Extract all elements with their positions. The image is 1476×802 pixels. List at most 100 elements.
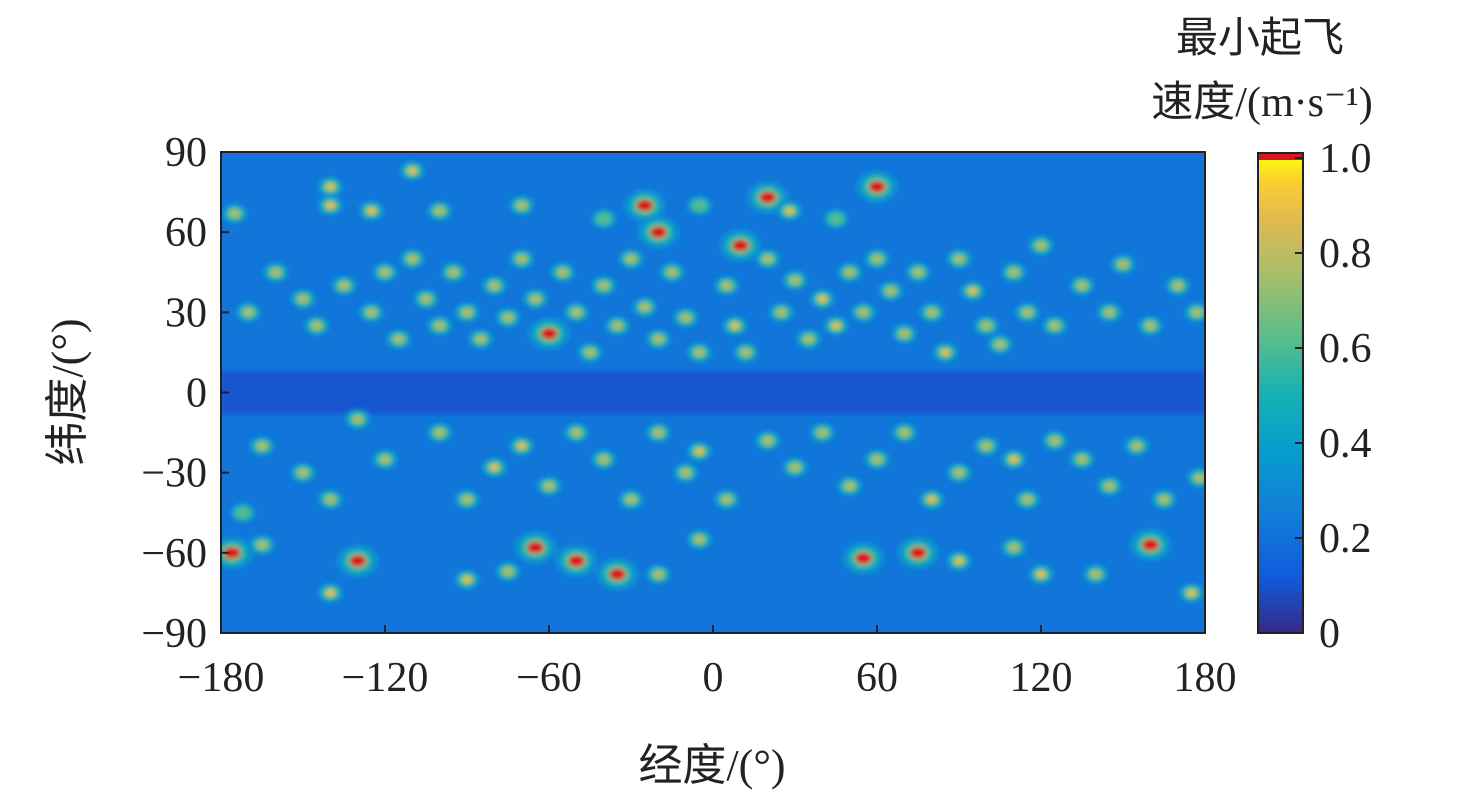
hotspot (917, 488, 946, 511)
hotspot (521, 288, 550, 310)
hotspot (622, 188, 667, 223)
hotspot (841, 540, 886, 576)
hotspot (513, 530, 558, 565)
hotspot (718, 228, 763, 263)
y-axis: 90 60 30 0 −30 −60 −90 (141, 130, 229, 657)
hotspot (398, 159, 427, 182)
hotspot (617, 248, 645, 270)
heatmap-field (221, 152, 1205, 633)
hotspot (945, 550, 973, 572)
y-tick-label: 60 (165, 210, 207, 256)
hotspot (480, 456, 509, 479)
colorbar-tick-label: 0.2 (1319, 516, 1372, 562)
hotspot (712, 274, 741, 297)
colorbar-tick-label: 0.4 (1319, 421, 1372, 467)
hotspot (371, 261, 399, 284)
hotspot (1013, 301, 1042, 324)
hotspot (343, 408, 372, 431)
hotspot (453, 301, 481, 324)
hotspot (357, 199, 386, 222)
hotspot (439, 261, 468, 284)
hotspot (1068, 274, 1096, 297)
hotspot (494, 306, 522, 329)
colorbar-gradient (1258, 158, 1303, 633)
hotspot (945, 248, 973, 270)
hotspot (589, 448, 618, 471)
hotspot (876, 280, 905, 302)
hotspot (999, 448, 1028, 471)
hotspot (480, 274, 509, 297)
hotspot (972, 435, 1001, 457)
colorbar-ticks: 0 0.2 0.4 0.6 0.8 1.0 (1295, 136, 1372, 657)
hotspot (548, 261, 577, 284)
hotspot (453, 488, 481, 511)
hotspot (958, 280, 987, 302)
hotspot (986, 333, 1014, 356)
y-tick-label: −60 (141, 531, 207, 577)
hotspot (917, 301, 946, 324)
hotspot (562, 421, 591, 444)
hotspot (1027, 563, 1055, 586)
hotspot (712, 488, 741, 511)
hotspot (1122, 435, 1151, 457)
hotspot (999, 536, 1028, 559)
hotspot (644, 563, 673, 586)
colorbar-tick-label: 0.8 (1319, 231, 1372, 277)
hotspot (603, 314, 632, 337)
hotspot (316, 194, 345, 217)
hotspot (863, 248, 891, 270)
hotspot (781, 456, 809, 479)
x-tick-label: −120 (342, 655, 429, 701)
x-tick-label: −60 (516, 655, 582, 701)
hotspot (1109, 253, 1137, 276)
hotspot (507, 194, 536, 217)
hotspot (554, 543, 599, 579)
hotspot (685, 194, 714, 217)
colorbar-title-line1: 最小起飞 (1176, 16, 1344, 62)
hotspot (535, 475, 563, 497)
hotspot (685, 341, 714, 364)
hotspot (895, 535, 941, 571)
hotspot (1185, 467, 1205, 489)
hotspot (732, 341, 760, 364)
hotspot (849, 301, 878, 324)
hotspot (589, 274, 618, 297)
hotspot (261, 261, 290, 284)
hotspot (904, 261, 932, 284)
hotspot (808, 421, 837, 444)
hotspot (636, 214, 681, 250)
x-axis: −180 −120 −60 0 60 120 180 (178, 625, 1237, 701)
hotspot (507, 435, 536, 457)
hotspot (1128, 527, 1173, 563)
colorbar: 0 0.2 0.4 0.6 0.8 1.0 最小起飞 速度/(m·s⁻¹) (1151, 16, 1372, 657)
hotspot (794, 328, 823, 350)
hotspot (330, 274, 358, 297)
hotspot (425, 421, 454, 444)
hotspot (425, 314, 454, 337)
hotspot (1177, 582, 1205, 604)
hotspot (644, 421, 673, 444)
hotspot (507, 248, 536, 270)
colorbar-tick-label: 0.6 (1319, 326, 1372, 372)
hotspot (248, 435, 276, 457)
hotspot (767, 301, 796, 324)
hotspot (357, 301, 386, 324)
hotspot (972, 314, 1001, 337)
hotspot (854, 169, 900, 205)
hotspot (248, 534, 276, 556)
hotspot (595, 556, 640, 592)
hotspot (453, 568, 481, 591)
plot-area (220, 151, 1206, 634)
colorbar-overflow (1258, 153, 1303, 160)
x-tick-label: 180 (1174, 655, 1237, 701)
hotspot (1013, 488, 1042, 511)
x-tick-label: −180 (178, 655, 265, 701)
hotspot (1068, 448, 1096, 471)
hotspot (1183, 301, 1205, 324)
hotspot (526, 316, 572, 351)
colorbar-title-line2: 速度/(m·s⁻¹) (1151, 80, 1372, 126)
x-tick-label: 60 (856, 655, 898, 701)
y-tick-label: 0 (186, 371, 207, 417)
hotspot (753, 429, 782, 452)
equatorial-band (221, 371, 1205, 414)
